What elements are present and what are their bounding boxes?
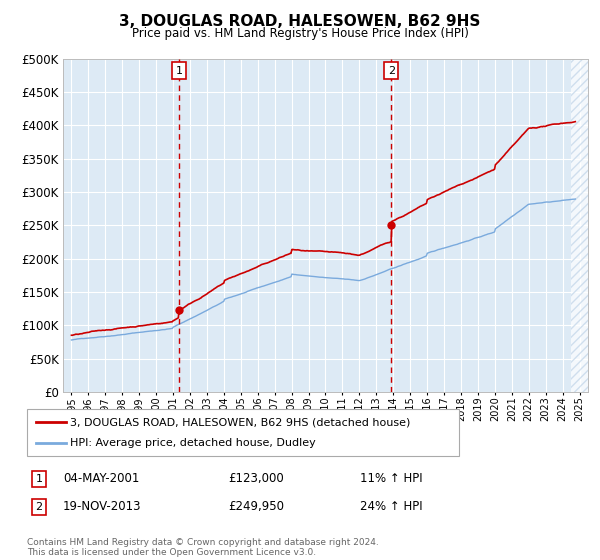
Text: 3, DOUGLAS ROAD, HALESOWEN, B62 9HS (detached house): 3, DOUGLAS ROAD, HALESOWEN, B62 9HS (det… (70, 417, 410, 427)
Text: £123,000: £123,000 (228, 472, 284, 486)
Text: 2: 2 (35, 502, 43, 512)
Text: HPI: Average price, detached house, Dudley: HPI: Average price, detached house, Dudl… (70, 438, 316, 448)
Text: 19-NOV-2013: 19-NOV-2013 (63, 500, 142, 514)
Text: 1: 1 (35, 474, 43, 484)
Text: Price paid vs. HM Land Registry's House Price Index (HPI): Price paid vs. HM Land Registry's House … (131, 27, 469, 40)
Text: 3, DOUGLAS ROAD, HALESOWEN, B62 9HS: 3, DOUGLAS ROAD, HALESOWEN, B62 9HS (119, 14, 481, 29)
Text: 1: 1 (176, 66, 182, 76)
Text: 11% ↑ HPI: 11% ↑ HPI (360, 472, 422, 486)
Text: 24% ↑ HPI: 24% ↑ HPI (360, 500, 422, 514)
FancyBboxPatch shape (27, 409, 459, 456)
Text: 04-MAY-2001: 04-MAY-2001 (63, 472, 139, 486)
Text: 2: 2 (388, 66, 395, 76)
Text: £249,950: £249,950 (228, 500, 284, 514)
Text: Contains HM Land Registry data © Crown copyright and database right 2024.
This d: Contains HM Land Registry data © Crown c… (27, 538, 379, 557)
